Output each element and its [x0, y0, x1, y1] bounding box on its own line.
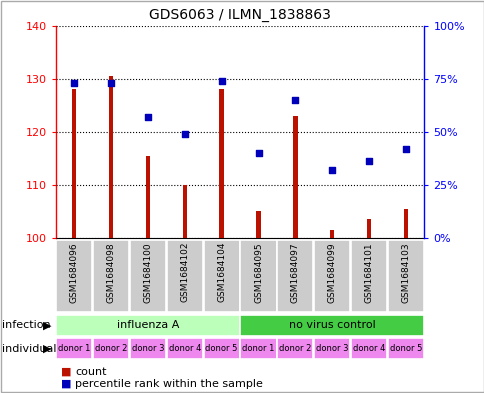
- Bar: [203, 241, 239, 312]
- Bar: [314, 241, 349, 312]
- Point: [291, 97, 299, 103]
- Text: ▶: ▶: [43, 320, 52, 330]
- Bar: [366, 219, 371, 238]
- Bar: [387, 338, 423, 359]
- Bar: [350, 338, 386, 359]
- Text: GSM1684103: GSM1684103: [401, 242, 409, 303]
- Text: GSM1684104: GSM1684104: [217, 242, 226, 302]
- Bar: [277, 241, 313, 312]
- Point: [254, 150, 262, 156]
- Text: ■: ■: [60, 367, 71, 377]
- Bar: [93, 338, 129, 359]
- Bar: [130, 241, 166, 312]
- Bar: [240, 315, 423, 336]
- Text: donor 2: donor 2: [95, 344, 127, 353]
- Text: GSM1684099: GSM1684099: [327, 242, 336, 303]
- Text: donor 3: donor 3: [315, 344, 348, 353]
- Bar: [130, 338, 166, 359]
- Text: ▶: ▶: [43, 344, 52, 354]
- Text: individual: individual: [2, 344, 57, 354]
- Text: GSM1684098: GSM1684098: [106, 242, 115, 303]
- Bar: [108, 76, 113, 238]
- Point: [70, 80, 78, 86]
- Bar: [56, 338, 92, 359]
- Text: GSM1684096: GSM1684096: [70, 242, 78, 303]
- Text: donor 1: donor 1: [242, 344, 274, 353]
- Bar: [403, 209, 408, 238]
- Point: [328, 167, 335, 173]
- Bar: [277, 338, 313, 359]
- Bar: [256, 211, 260, 238]
- Text: GSM1684102: GSM1684102: [180, 242, 189, 302]
- Bar: [166, 241, 202, 312]
- Text: infection: infection: [2, 320, 51, 330]
- Bar: [93, 241, 129, 312]
- Text: donor 3: donor 3: [131, 344, 164, 353]
- Text: percentile rank within the sample: percentile rank within the sample: [75, 379, 262, 389]
- Text: GSM1684100: GSM1684100: [143, 242, 152, 303]
- Bar: [240, 338, 276, 359]
- Text: donor 4: donor 4: [168, 344, 200, 353]
- Point: [401, 145, 409, 152]
- Bar: [182, 185, 187, 238]
- Bar: [219, 89, 224, 238]
- Text: donor 1: donor 1: [58, 344, 90, 353]
- Text: count: count: [75, 367, 106, 377]
- Bar: [166, 338, 202, 359]
- Point: [364, 158, 372, 165]
- Text: influenza A: influenza A: [117, 320, 179, 330]
- Bar: [56, 315, 239, 336]
- Title: GDS6063 / ILMN_1838863: GDS6063 / ILMN_1838863: [149, 8, 330, 22]
- Text: GSM1684097: GSM1684097: [290, 242, 299, 303]
- Bar: [387, 241, 423, 312]
- Bar: [314, 338, 349, 359]
- Text: no virus control: no virus control: [288, 320, 375, 330]
- Bar: [145, 156, 150, 238]
- Bar: [329, 230, 334, 238]
- Bar: [292, 116, 297, 238]
- Text: donor 5: donor 5: [205, 344, 237, 353]
- Text: donor 2: donor 2: [279, 344, 311, 353]
- Text: GSM1684095: GSM1684095: [254, 242, 262, 303]
- Text: GSM1684101: GSM1684101: [364, 242, 373, 303]
- Text: ■: ■: [60, 379, 71, 389]
- Point: [181, 130, 188, 137]
- Bar: [203, 338, 239, 359]
- Text: donor 5: donor 5: [389, 344, 421, 353]
- Bar: [56, 241, 92, 312]
- Point: [144, 114, 151, 120]
- Text: donor 4: donor 4: [352, 344, 384, 353]
- Bar: [72, 89, 76, 238]
- Bar: [350, 241, 386, 312]
- Point: [217, 77, 225, 84]
- Bar: [240, 241, 276, 312]
- Point: [107, 80, 115, 86]
